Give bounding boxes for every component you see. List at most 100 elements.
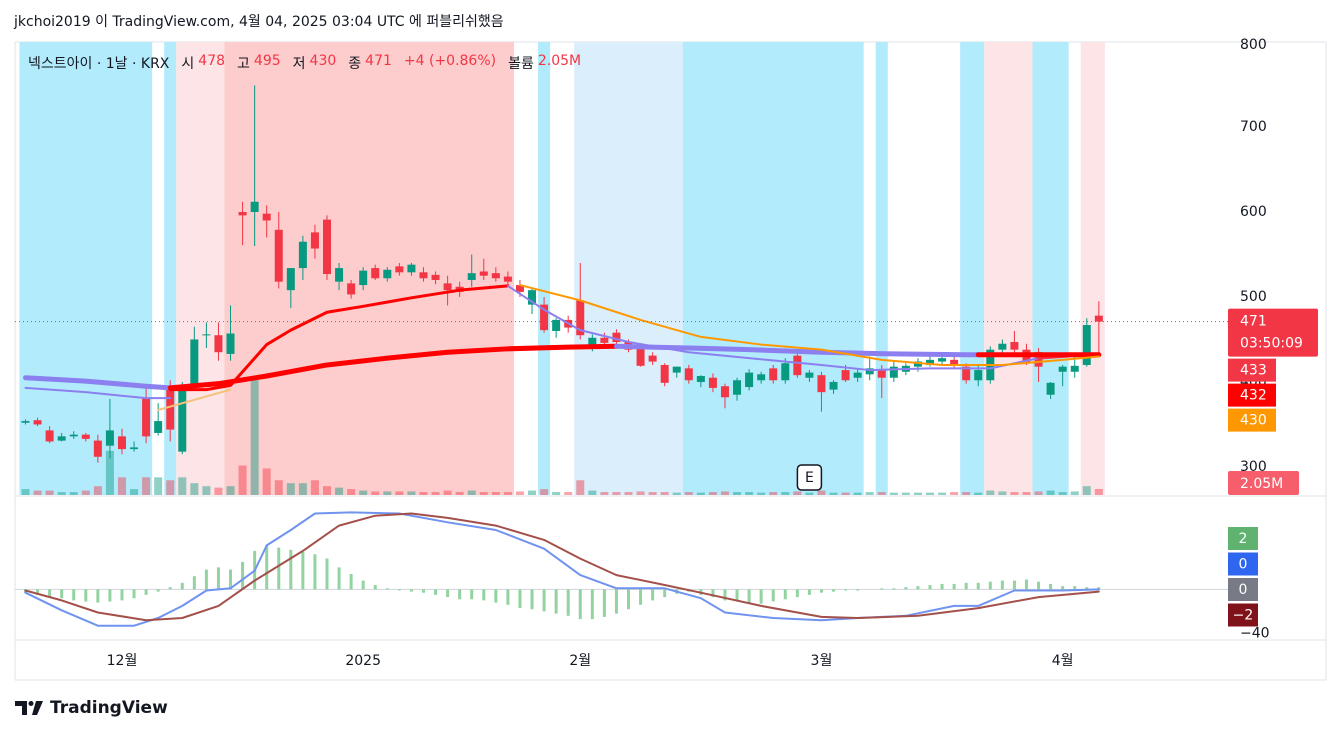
candle-body <box>250 201 259 212</box>
histogram-bar <box>60 589 64 599</box>
candle-body <box>69 434 78 437</box>
volume-bar <box>696 492 705 495</box>
histogram-bar <box>470 589 474 600</box>
candle-body <box>57 436 66 441</box>
price-pane: E <box>15 42 1228 495</box>
ohlc-value: 471 <box>365 53 392 69</box>
candle-body <box>515 285 524 292</box>
histogram-bar <box>301 552 305 590</box>
volume-bar <box>865 492 874 495</box>
volume-bar <box>467 490 476 495</box>
volume-bar <box>335 487 344 495</box>
volume-bar <box>298 483 307 495</box>
candle-body <box>889 366 898 378</box>
volume-bar <box>829 492 838 495</box>
histogram-bar <box>1024 579 1028 590</box>
candle-body <box>286 268 295 291</box>
volume-label: 볼륨 <box>508 56 534 72</box>
candle-body <box>33 420 42 425</box>
background-band <box>875 42 888 495</box>
candle-body <box>950 359 959 366</box>
volume-bar <box>190 483 199 495</box>
candle-body <box>672 366 681 373</box>
histogram-bar <box>602 589 606 617</box>
candle-body <box>793 355 802 376</box>
volume-bar <box>962 492 971 495</box>
y-tick-label: 800 <box>1240 37 1267 53</box>
line-value-box <box>1228 383 1276 407</box>
volume-bar <box>69 492 78 495</box>
histogram-bar <box>771 589 775 602</box>
candle-body <box>576 300 585 336</box>
candle-body <box>190 339 199 388</box>
y-tick-label: 500 <box>1240 289 1267 305</box>
histogram-bar <box>892 588 896 590</box>
x-tick-label: 4월 <box>1052 653 1074 669</box>
histogram-bar <box>819 589 823 593</box>
volume-bar <box>33 490 42 495</box>
volume-bar <box>286 483 295 495</box>
candle-body <box>323 219 331 275</box>
candle-body <box>262 213 271 221</box>
histogram-bar <box>337 567 341 590</box>
moving-average <box>23 375 173 391</box>
volume-bar <box>81 490 90 495</box>
histogram-bar <box>759 589 763 604</box>
volume-bar <box>1058 492 1067 495</box>
background-band <box>538 42 551 495</box>
volume-bar <box>998 491 1007 495</box>
volume-bar <box>877 492 886 495</box>
volume-bar <box>515 491 524 495</box>
volume-bar <box>130 489 139 495</box>
moving-average <box>506 284 1040 372</box>
histogram-bar <box>554 589 558 614</box>
candle-body <box>359 270 368 286</box>
y-tick-label: 600 <box>1240 204 1267 220</box>
histogram-bar <box>132 589 136 599</box>
histogram-bar <box>578 589 582 620</box>
volume-bar <box>926 492 934 495</box>
candle-body <box>865 368 874 375</box>
volume-bar <box>117 477 126 495</box>
y-tick-label: 300 <box>1240 459 1267 475</box>
line-value-box <box>1228 408 1276 432</box>
volume-bar <box>757 492 766 495</box>
volume-bar <box>624 492 633 495</box>
volume-bar <box>528 490 537 495</box>
volume-bar <box>660 492 669 495</box>
volume-bar <box>938 492 947 495</box>
candle-body <box>829 381 838 390</box>
volume-bar <box>901 492 910 495</box>
histogram-bar <box>964 582 968 590</box>
volume-bar <box>154 477 163 495</box>
histogram-bar <box>168 587 172 590</box>
histogram-bar <box>1000 580 1004 590</box>
countdown-label: 03:50:09 <box>1240 336 1303 352</box>
legend: 넥스트아이 · 1날 · KRX 시 478 고 495 저 430 종 471 +4 (+0.8… <box>28 53 581 73</box>
candle-body <box>962 366 971 381</box>
volume-bar <box>781 492 790 495</box>
candle-body <box>335 268 344 282</box>
volume-bar <box>395 491 404 495</box>
histogram-bar <box>807 589 811 595</box>
histogram-bar <box>156 589 160 592</box>
histogram-bar <box>373 585 377 590</box>
candle-body <box>552 319 561 331</box>
candle-body <box>93 440 102 457</box>
candle-body <box>310 232 319 249</box>
histogram-bar <box>216 567 220 590</box>
volume-bar <box>950 492 959 495</box>
candle-body <box>347 283 356 295</box>
volume-bar <box>612 492 621 495</box>
candle-body <box>612 332 621 343</box>
volume-bar <box>57 492 66 495</box>
volume-bar <box>564 492 573 495</box>
histogram-bar <box>1097 587 1101 590</box>
macd-value-label: 0 <box>1239 557 1248 573</box>
background-band <box>19 42 153 495</box>
event-marker <box>796 464 823 491</box>
volume-bar <box>817 490 826 495</box>
symbol: 넥스트아이 · 1날 · KRX <box>28 56 170 72</box>
candle-body <box>431 274 440 280</box>
